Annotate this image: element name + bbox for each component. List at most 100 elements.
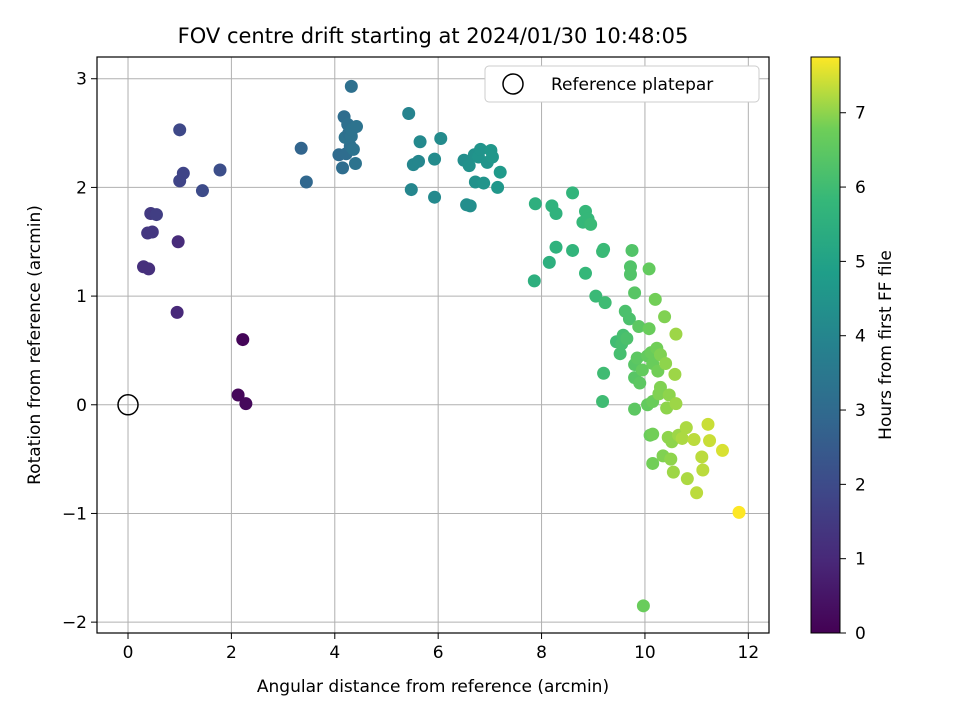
x-tick-label: 10 bbox=[634, 643, 656, 663]
legend: Reference platepar bbox=[484, 65, 760, 103]
data-point bbox=[145, 225, 159, 239]
x-tick-label: 0 bbox=[123, 643, 134, 663]
colorbar-tick-label: 5 bbox=[855, 252, 866, 272]
y-axis-ticks: −2 −1 0 1 2 3 bbox=[62, 70, 97, 633]
data-point bbox=[171, 235, 185, 249]
colorbar-label: Hours from first FF file bbox=[876, 250, 896, 440]
data-point bbox=[584, 217, 598, 231]
legend-marker-reference bbox=[502, 73, 524, 95]
data-point bbox=[428, 152, 442, 166]
data-point bbox=[549, 240, 563, 254]
data-point bbox=[344, 79, 358, 93]
data-point bbox=[653, 380, 667, 394]
data-point bbox=[695, 450, 709, 464]
data-point bbox=[528, 197, 542, 211]
colorbar bbox=[810, 56, 841, 634]
data-point bbox=[589, 289, 603, 303]
data-point bbox=[474, 142, 488, 156]
reference-point bbox=[117, 394, 139, 416]
data-point bbox=[598, 296, 612, 310]
colorbar-ticks: 0 1 2 3 4 5 6 7 bbox=[840, 104, 866, 644]
data-point bbox=[170, 305, 184, 319]
data-point bbox=[493, 165, 507, 179]
data-point bbox=[527, 274, 541, 288]
legend-label-reference: Reference platepar bbox=[551, 75, 713, 95]
x-tick-label: 12 bbox=[738, 643, 760, 663]
data-point bbox=[336, 161, 350, 175]
data-point bbox=[477, 176, 491, 190]
data-point bbox=[646, 427, 660, 441]
data-point bbox=[462, 159, 476, 173]
data-point bbox=[701, 417, 715, 431]
data-point bbox=[628, 402, 642, 416]
data-point bbox=[463, 199, 477, 213]
colorbar-tick-label: 3 bbox=[855, 401, 866, 421]
legend-box bbox=[484, 65, 760, 103]
data-point bbox=[239, 397, 253, 411]
data-point bbox=[596, 245, 610, 259]
data-point bbox=[666, 465, 680, 479]
data-point bbox=[578, 266, 592, 280]
data-point bbox=[668, 367, 682, 381]
data-point bbox=[346, 142, 360, 156]
y-tick-label: −2 bbox=[62, 613, 87, 633]
data-point bbox=[549, 206, 563, 220]
data-point bbox=[659, 356, 673, 370]
data-point bbox=[632, 320, 646, 334]
data-point bbox=[679, 421, 693, 435]
data-point bbox=[690, 486, 704, 500]
x-tick-label: 2 bbox=[226, 643, 237, 663]
data-point bbox=[664, 452, 678, 466]
data-point bbox=[696, 463, 710, 477]
data-point bbox=[646, 456, 660, 470]
data-point bbox=[630, 351, 644, 365]
colorbar-tick-label: 6 bbox=[855, 178, 866, 198]
y-axis-label: Rotation from reference (arcmin) bbox=[25, 205, 45, 485]
data-point bbox=[658, 310, 672, 324]
data-point bbox=[623, 267, 637, 281]
data-point bbox=[642, 322, 656, 336]
data-point bbox=[195, 184, 209, 198]
data-point bbox=[669, 397, 683, 411]
data-point bbox=[213, 163, 227, 177]
data-point bbox=[404, 183, 418, 197]
data-point bbox=[675, 431, 689, 445]
data-point bbox=[687, 433, 701, 447]
data-point bbox=[596, 395, 610, 409]
colorbar-tick-label: 1 bbox=[855, 550, 866, 570]
data-point bbox=[620, 331, 634, 345]
data-point bbox=[299, 175, 313, 189]
data-point bbox=[642, 262, 656, 276]
data-point bbox=[628, 286, 642, 300]
data-point bbox=[542, 255, 556, 269]
data-point bbox=[231, 388, 245, 402]
data-point bbox=[349, 120, 363, 134]
x-tick-label: 4 bbox=[329, 643, 340, 663]
y-tick-label: 2 bbox=[76, 178, 87, 198]
data-point bbox=[348, 157, 362, 171]
data-point bbox=[669, 327, 683, 341]
data-point bbox=[412, 154, 426, 168]
data-point bbox=[294, 141, 308, 155]
data-point bbox=[434, 132, 448, 146]
data-point bbox=[636, 599, 650, 613]
data-point bbox=[625, 243, 639, 257]
colorbar-tick-label: 0 bbox=[855, 624, 866, 644]
data-point bbox=[680, 472, 694, 486]
data-point bbox=[236, 333, 250, 347]
data-point bbox=[732, 505, 746, 519]
data-point bbox=[613, 347, 627, 361]
data-point bbox=[622, 312, 636, 326]
y-tick-label: 1 bbox=[76, 287, 87, 307]
data-point bbox=[402, 107, 416, 121]
data-point bbox=[428, 190, 442, 204]
grid-lines bbox=[97, 57, 769, 633]
colorbar-tick-label: 4 bbox=[855, 327, 866, 347]
data-point bbox=[715, 443, 729, 457]
data-point bbox=[176, 166, 190, 180]
x-axis-ticks: 0 2 4 6 8 10 12 bbox=[123, 633, 760, 663]
data-point bbox=[597, 366, 611, 380]
plot-frame bbox=[96, 56, 770, 634]
data-point bbox=[633, 376, 647, 390]
